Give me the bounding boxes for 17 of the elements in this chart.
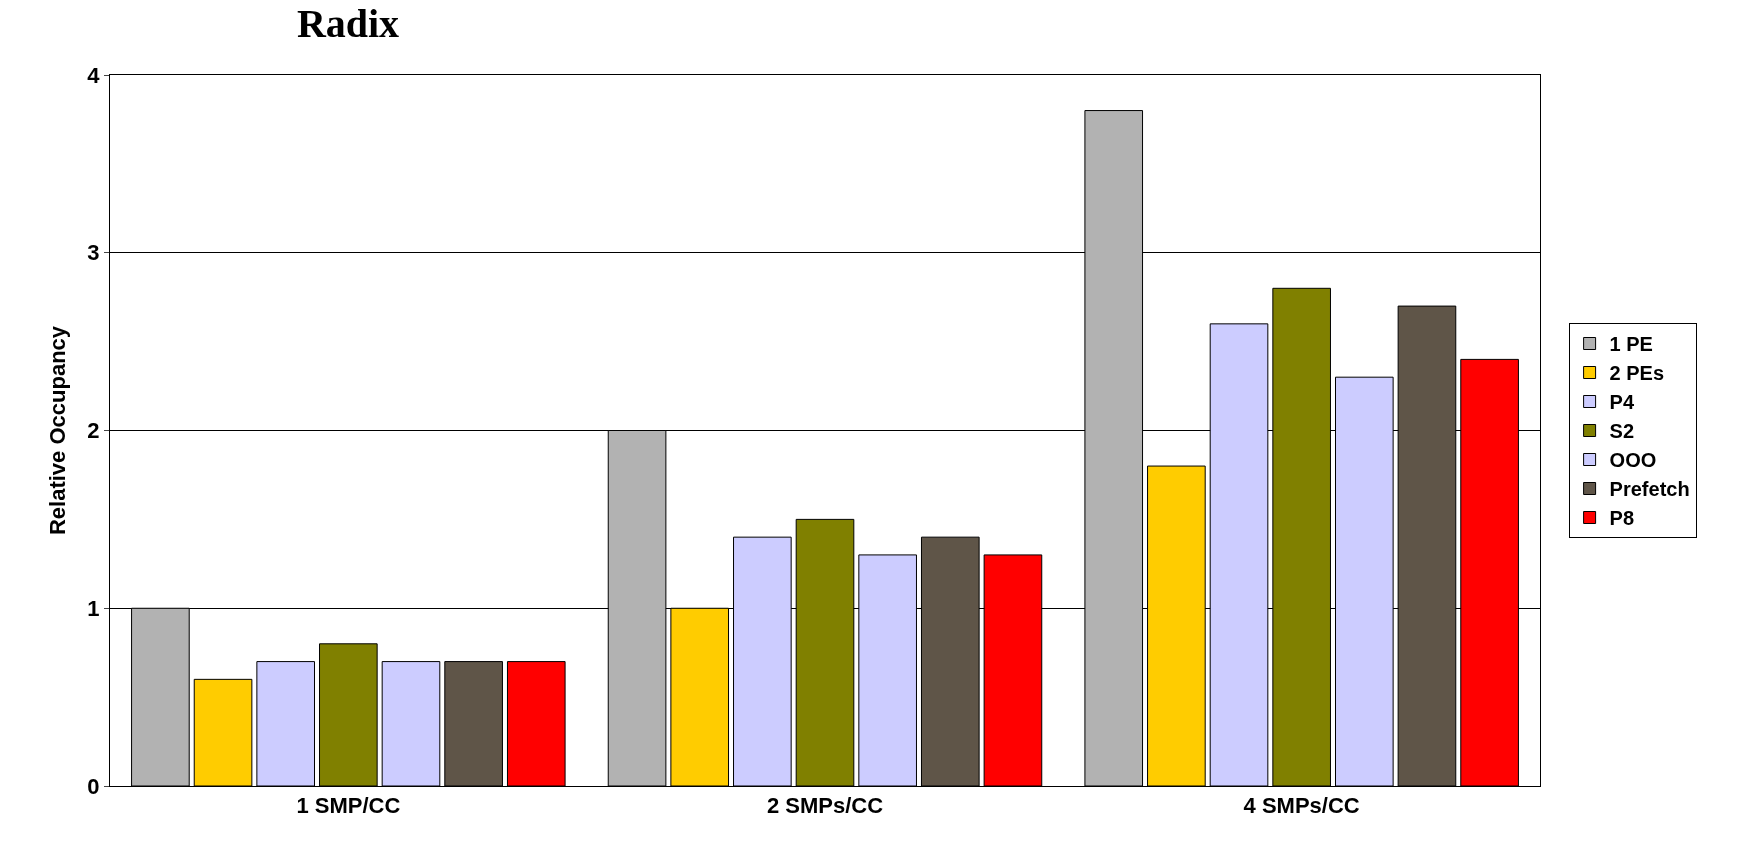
y-tick-label: 1 — [87, 595, 100, 621]
y-tick-label: 4 — [87, 62, 101, 88]
legend-label: Prefetch — [1609, 478, 1690, 501]
y-axis-title: Relative Occupancy — [45, 325, 71, 536]
legend-label: P8 — [1609, 507, 1635, 530]
legend-label: S2 — [1609, 420, 1635, 443]
y-tick-label: 3 — [87, 240, 100, 266]
legend-label: OOO — [1609, 449, 1657, 472]
y-tick-label: 0 — [87, 773, 100, 799]
y-tick-label: 2 — [87, 418, 100, 444]
x-tick-label: 4 SMPs/CC — [1243, 793, 1360, 819]
legend-label: P4 — [1609, 391, 1635, 414]
x-tick-label: 2 SMPs/CC — [766, 793, 884, 819]
x-tick-label: 1 SMP/CC — [296, 793, 401, 819]
legend-label: 2 PEs — [1609, 362, 1665, 385]
legend-label: 1 PE — [1609, 333, 1653, 356]
chart-title: Radix — [296, 0, 400, 46]
